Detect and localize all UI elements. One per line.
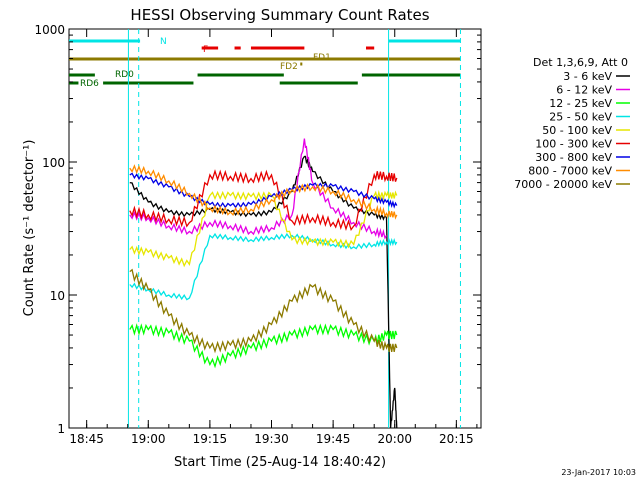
footer-date: 23-Jan-2017 10:03 — [561, 468, 636, 477]
x-tick-label-2: 19:15 — [193, 432, 228, 446]
x-tick-label-1: 19:00 — [131, 432, 166, 446]
cyan-time-markers — [127, 29, 461, 428]
series-line-8 — [129, 268, 398, 354]
legend-label-5: 100 - 300 keV — [535, 138, 612, 151]
series-line-3 — [129, 232, 398, 301]
series-line-7 — [129, 164, 398, 220]
legend-label-3: 25 - 50 keV — [549, 111, 612, 124]
x-tick-label-0: 18:45 — [69, 432, 104, 446]
series-line-2 — [129, 323, 398, 369]
series-line-5 — [129, 169, 398, 232]
y-axis-label: Count Rate (s⁻¹ detector⁻¹) — [22, 140, 37, 317]
legend-label-6: 300 - 800 keV — [535, 151, 612, 164]
series-line-1 — [129, 138, 388, 240]
x-tick-label-5: 20:00 — [377, 432, 412, 446]
y-tick-label-1: 10 — [50, 289, 65, 303]
legend-label-4: 50 - 100 keV — [542, 124, 612, 137]
legend-label-1: 6 - 12 keV — [556, 84, 612, 97]
series-lines — [129, 138, 398, 429]
x-tick-label-3: 19:30 — [254, 432, 289, 446]
y-tick-label-0: 1 — [57, 422, 65, 436]
flag-label-f: F — [203, 45, 208, 55]
axes: 18:45 19:00 19:15 19:30 19:45 20:00 20:15 1 10 10… — [34, 23, 481, 446]
flag-label-rd6: RD6 — [80, 79, 99, 89]
flag-label-fd1: FD1 — [313, 53, 331, 63]
flag-label-n: N — [160, 37, 167, 47]
y-tick-label-2: 100 — [42, 156, 65, 170]
flag-label-rd0: RD0 — [115, 70, 134, 80]
series-line-4 — [129, 189, 398, 268]
legend-header: Det 1,3,6,9, Att 0 — [533, 56, 628, 69]
legend-label-0: 3 - 6 keV — [563, 70, 612, 83]
flag-label-fd2: FD2 — [280, 62, 298, 72]
chart-title: HESSI Observing Summary Count Rates — [130, 6, 429, 24]
legend-label-7: 800 - 7000 keV — [528, 165, 612, 178]
series-line-6 — [129, 172, 398, 209]
x-tick-label-4: 19:45 — [316, 432, 351, 446]
y-tick-label-3: 1000 — [34, 23, 65, 37]
legend-label-2: 12 - 25 keV — [549, 97, 612, 110]
legend-label-8: 7000 - 20000 keV — [514, 178, 612, 191]
x-tick-label-6: 20:15 — [439, 432, 474, 446]
x-axis-label: Start Time (25-Aug-14 18:40:42) — [174, 455, 386, 470]
plot-frame — [68, 28, 482, 429]
